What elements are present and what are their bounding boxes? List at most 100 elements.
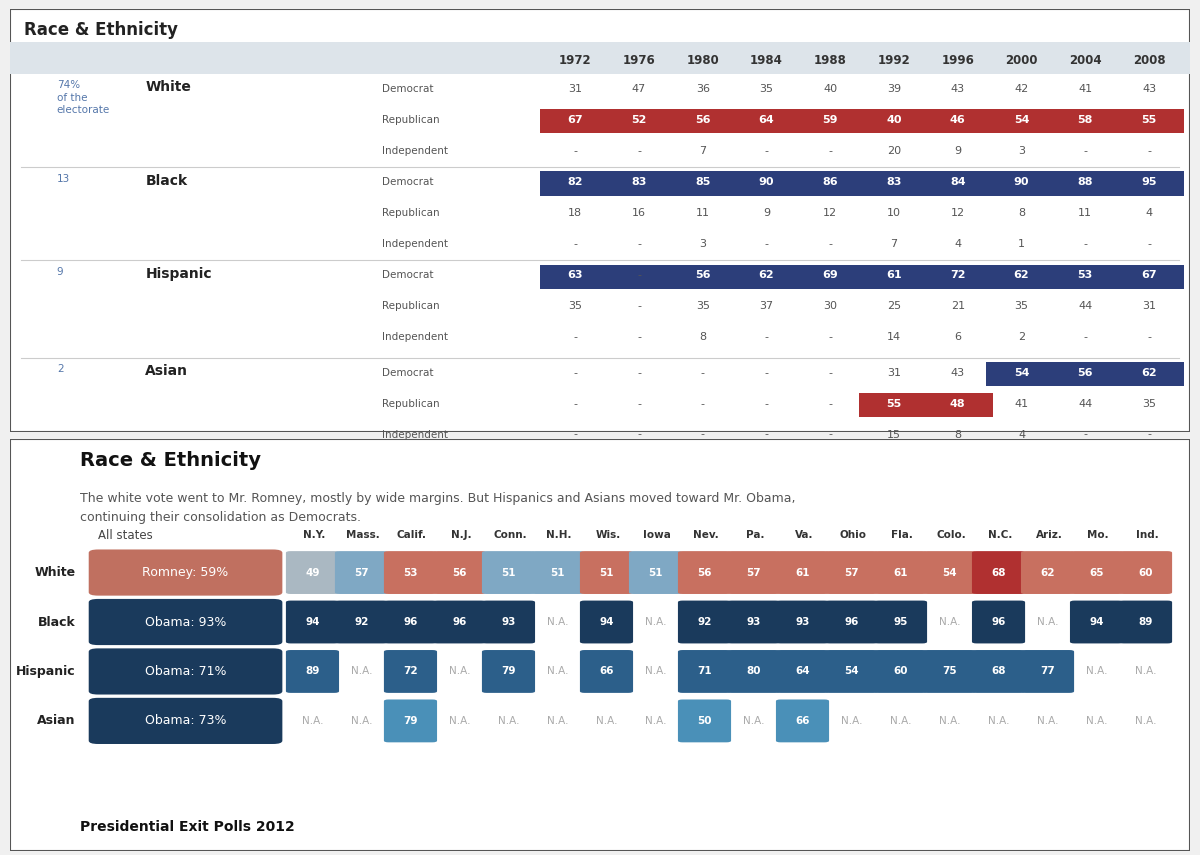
Text: 1972: 1972 <box>559 54 592 67</box>
FancyBboxPatch shape <box>727 650 780 693</box>
Text: 48: 48 <box>950 398 966 409</box>
Text: 60: 60 <box>893 666 907 676</box>
Text: 68: 68 <box>991 568 1006 577</box>
Text: Asian: Asian <box>37 715 76 728</box>
Text: 63: 63 <box>568 270 583 280</box>
Text: -: - <box>1084 333 1087 342</box>
Text: 95: 95 <box>1141 177 1157 187</box>
Text: 61: 61 <box>796 568 810 577</box>
FancyBboxPatch shape <box>776 551 829 594</box>
Text: 43: 43 <box>950 84 965 94</box>
Text: N.A.: N.A. <box>1135 716 1157 726</box>
FancyBboxPatch shape <box>580 650 634 693</box>
Text: -: - <box>764 333 768 342</box>
Text: -: - <box>574 398 577 409</box>
Text: N.A.: N.A. <box>1135 666 1157 676</box>
Text: 36: 36 <box>696 84 709 94</box>
FancyBboxPatch shape <box>629 551 682 594</box>
Text: N.A.: N.A. <box>350 716 372 726</box>
Text: 35: 35 <box>569 301 582 311</box>
Text: 11: 11 <box>1079 209 1092 218</box>
Text: N.A.: N.A. <box>449 716 470 726</box>
Text: 13: 13 <box>56 174 70 184</box>
Text: Independent: Independent <box>382 146 448 156</box>
Text: 94: 94 <box>599 617 613 627</box>
FancyBboxPatch shape <box>482 650 535 693</box>
Text: Mass.: Mass. <box>346 530 380 540</box>
Text: 61: 61 <box>893 568 907 577</box>
FancyBboxPatch shape <box>89 648 282 694</box>
Text: 10: 10 <box>887 209 901 218</box>
Text: 1980: 1980 <box>686 54 719 67</box>
Text: 62: 62 <box>1141 368 1157 378</box>
Bar <box>540 109 1184 133</box>
FancyBboxPatch shape <box>384 699 437 742</box>
Text: 31: 31 <box>887 368 901 378</box>
Text: 96: 96 <box>845 617 859 627</box>
Text: 49: 49 <box>305 568 319 577</box>
Text: White: White <box>145 80 191 95</box>
Text: 93: 93 <box>746 617 761 627</box>
Text: 4: 4 <box>1146 209 1153 218</box>
Text: 62: 62 <box>758 270 774 280</box>
Text: 47: 47 <box>632 84 646 94</box>
FancyBboxPatch shape <box>678 551 731 594</box>
FancyBboxPatch shape <box>1021 551 1074 594</box>
Text: -: - <box>1147 429 1151 439</box>
Text: 90: 90 <box>758 177 774 187</box>
FancyBboxPatch shape <box>286 600 340 644</box>
Text: N.A.: N.A. <box>350 666 372 676</box>
Text: -: - <box>1084 429 1087 439</box>
FancyBboxPatch shape <box>580 600 634 644</box>
Text: 6: 6 <box>954 333 961 342</box>
FancyBboxPatch shape <box>530 551 584 594</box>
FancyBboxPatch shape <box>482 600 535 644</box>
Text: Independent: Independent <box>382 429 448 439</box>
Text: N.A.: N.A. <box>301 716 323 726</box>
Bar <box>540 264 1184 289</box>
Text: N.A.: N.A. <box>988 716 1009 726</box>
FancyBboxPatch shape <box>335 551 388 594</box>
Text: 2004: 2004 <box>1069 54 1102 67</box>
Bar <box>10 43 1190 74</box>
Text: 54: 54 <box>1014 368 1030 378</box>
Text: 52: 52 <box>631 115 647 125</box>
Text: 2000: 2000 <box>1006 54 1038 67</box>
Text: Fla.: Fla. <box>892 530 913 540</box>
Text: 82: 82 <box>568 177 583 187</box>
Text: -: - <box>764 398 768 409</box>
Text: N.A.: N.A. <box>547 666 569 676</box>
Text: N.Y.: N.Y. <box>302 530 325 540</box>
Text: -: - <box>764 146 768 156</box>
FancyBboxPatch shape <box>286 650 340 693</box>
Text: Nev.: Nev. <box>694 530 719 540</box>
FancyBboxPatch shape <box>776 699 829 742</box>
Text: 3: 3 <box>1018 146 1025 156</box>
Text: 83: 83 <box>887 177 901 187</box>
Text: -: - <box>637 270 641 280</box>
Bar <box>986 362 1184 386</box>
Bar <box>540 172 1184 196</box>
Text: 40: 40 <box>887 115 901 125</box>
FancyBboxPatch shape <box>482 551 535 594</box>
Text: Independent: Independent <box>382 239 448 249</box>
Text: 80: 80 <box>746 666 761 676</box>
FancyBboxPatch shape <box>1118 600 1172 644</box>
Text: 20: 20 <box>887 146 901 156</box>
Text: 55: 55 <box>1141 115 1157 125</box>
Text: N.A.: N.A. <box>1086 716 1108 726</box>
Text: Conn.: Conn. <box>493 530 527 540</box>
Text: 72: 72 <box>403 666 418 676</box>
FancyBboxPatch shape <box>824 650 878 693</box>
Text: -: - <box>574 146 577 156</box>
Text: 35: 35 <box>696 301 709 311</box>
Text: 72: 72 <box>950 270 966 280</box>
FancyBboxPatch shape <box>972 650 1025 693</box>
Text: Obama: 73%: Obama: 73% <box>145 715 227 728</box>
Text: 54: 54 <box>1014 115 1030 125</box>
Text: 11: 11 <box>696 209 709 218</box>
Text: N.H.: N.H. <box>546 530 571 540</box>
Text: N.C.: N.C. <box>988 530 1012 540</box>
Text: 46: 46 <box>950 115 966 125</box>
Text: Ariz.: Ariz. <box>1036 530 1062 540</box>
